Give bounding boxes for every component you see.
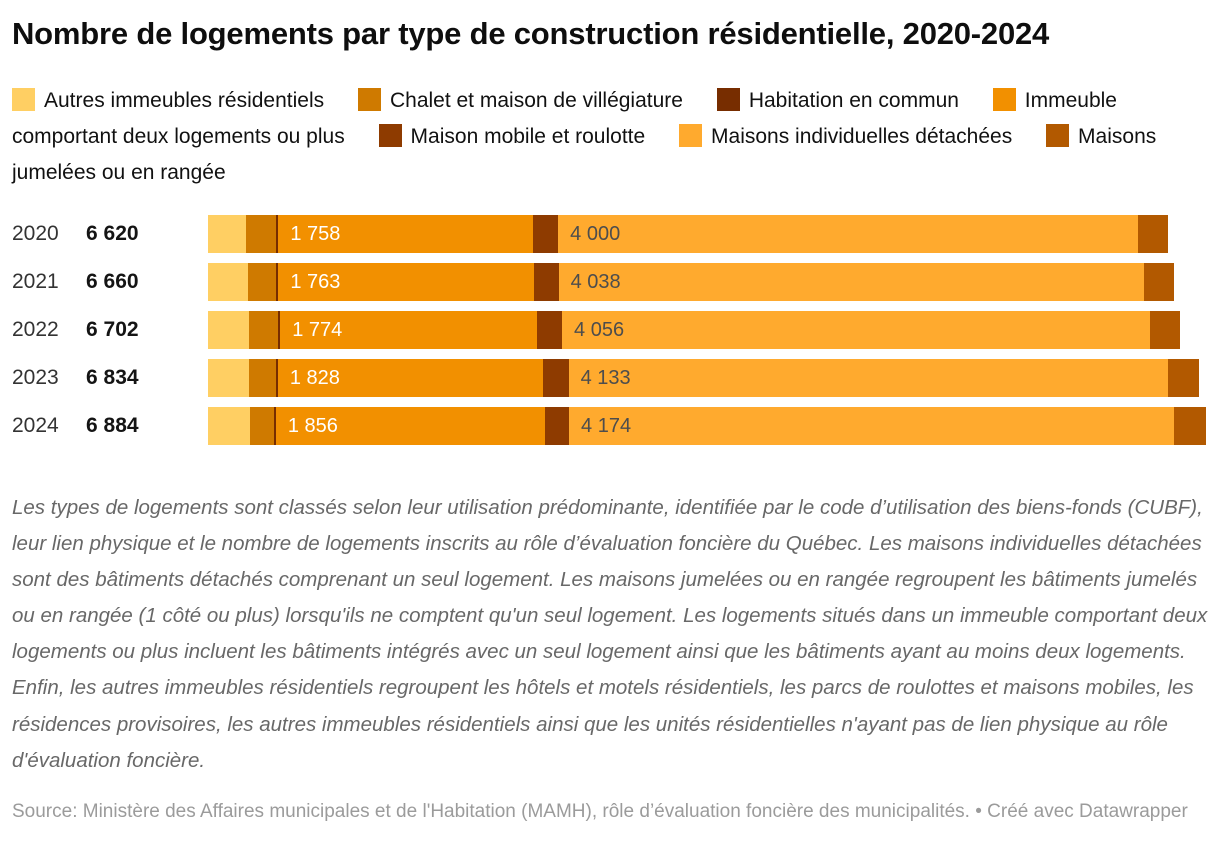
source-attribution: Source: Ministère des Affaires municipal… bbox=[12, 801, 1188, 823]
bar-segment bbox=[249, 359, 276, 398]
bar-track: 1 758 4 000 bbox=[208, 215, 1208, 254]
bar-segment bbox=[249, 407, 275, 446]
stacked-bar: 1 763 4 038 bbox=[208, 263, 1208, 302]
bar-segment: 1 763 bbox=[278, 263, 534, 302]
legend-swatch-icon bbox=[357, 88, 381, 112]
bar-segment bbox=[542, 359, 569, 398]
bar-segment: 1 758 bbox=[278, 215, 534, 254]
bar-segment bbox=[1167, 359, 1199, 398]
bar-track: 1 763 4 038 bbox=[208, 263, 1208, 302]
segment-value-label: 1 763 bbox=[290, 270, 341, 293]
bar-segment bbox=[249, 311, 279, 350]
bar-segment: 1 828 bbox=[277, 359, 543, 398]
legend-swatch-icon bbox=[12, 88, 35, 112]
bar-segment bbox=[275, 359, 278, 398]
legend-item-2: Chalet et maison de villégiature bbox=[357, 88, 683, 113]
legend-swatch-icon bbox=[992, 88, 1016, 112]
bar-segment bbox=[274, 407, 276, 446]
chart-row-2021: 2021 6 660 1 763 4 038 bbox=[12, 263, 1208, 302]
bar-segment bbox=[278, 311, 281, 350]
legend-item-6: Maisons individuelles détachées bbox=[679, 124, 1013, 149]
segment-value-label: 1 856 bbox=[287, 414, 338, 437]
total-label: 6 620 bbox=[86, 222, 139, 246]
bar-segment bbox=[208, 215, 247, 254]
total-label: 6 884 bbox=[86, 414, 139, 438]
legend-label: Maisons jumelées ou en rangée bbox=[12, 125, 1157, 185]
segment-value-label: 4 133 bbox=[580, 366, 631, 389]
stacked-bar: 1 774 4 056 bbox=[208, 311, 1208, 350]
total-label: 6 702 bbox=[86, 318, 139, 342]
bar-segment: 1 856 bbox=[275, 407, 545, 446]
total-label: 6 660 bbox=[86, 270, 139, 294]
chart-notes: Les types de logements sont classés selo… bbox=[12, 496, 1208, 772]
legend-swatch-icon bbox=[716, 88, 740, 112]
bar-segment: 4 038 bbox=[558, 263, 1145, 302]
segment-value-label: 1 774 bbox=[292, 318, 343, 341]
bar-segment bbox=[1144, 263, 1174, 302]
bar-track: 1 856 4 174 bbox=[208, 407, 1208, 446]
segment-value-label: 4 056 bbox=[574, 318, 625, 341]
bar-segment: 4 133 bbox=[568, 359, 1168, 398]
year-label: 2021 bbox=[12, 270, 59, 294]
segment-value-label: 4 000 bbox=[570, 222, 621, 245]
bar-segment bbox=[247, 263, 277, 302]
chart-row-2022: 2022 6 702 1 774 4 056 bbox=[12, 311, 1208, 350]
bar-segment bbox=[533, 215, 559, 254]
legend-item-4: Immeuble comportant deux logements ou pl… bbox=[12, 88, 1117, 149]
segment-value-label: 1 758 bbox=[290, 222, 341, 245]
stacked-bar: 1 758 4 000 bbox=[208, 215, 1208, 254]
bar-segment bbox=[208, 407, 250, 446]
legend: Autres immeubles résidentiels Chalet et … bbox=[12, 83, 1172, 191]
chart-row-2020: 2020 6 620 1 758 4 000 bbox=[12, 215, 1208, 254]
bar-segment: 4 000 bbox=[558, 215, 1139, 254]
segment-value-label: 4 038 bbox=[570, 270, 621, 293]
legend-label: Chalet et maison de villégiature bbox=[389, 89, 683, 113]
bar-track: 1 828 4 133 bbox=[208, 359, 1208, 398]
legend-item-3: Habitation en commun bbox=[716, 88, 959, 113]
bar-segment bbox=[208, 311, 250, 350]
bar-track: 1 774 4 056 bbox=[208, 311, 1208, 350]
year-label: 2022 bbox=[12, 318, 59, 342]
chart-title: Nombre de logements par type de construc… bbox=[12, 16, 1050, 51]
bar-segment bbox=[1150, 311, 1180, 350]
bar-segment bbox=[208, 263, 248, 302]
legend-label: Maison mobile et roulotte bbox=[410, 125, 646, 149]
legend-item-1: Autres immeubles résidentiels bbox=[12, 88, 325, 113]
bar-segment bbox=[1138, 215, 1168, 254]
legend-label: Autres immeubles résidentiels bbox=[44, 89, 325, 113]
legend-item-5: Maison mobile et roulotte bbox=[378, 124, 646, 149]
legend-swatch-icon bbox=[1046, 124, 1070, 148]
stacked-bar: 1 856 4 174 bbox=[208, 407, 1208, 446]
legend-label: Maisons individuelles détachées bbox=[711, 125, 1013, 149]
bar-segment: 1 774 bbox=[280, 311, 538, 350]
year-label: 2020 bbox=[12, 222, 59, 246]
year-label: 2024 bbox=[12, 414, 59, 438]
bar-segment bbox=[246, 215, 277, 254]
year-label: 2023 bbox=[12, 366, 59, 390]
chart-row-2024: 2024 6 884 1 856 4 174 bbox=[12, 407, 1208, 446]
bar-segment bbox=[276, 215, 279, 254]
bar-segment bbox=[276, 263, 279, 302]
bar-segment bbox=[208, 359, 250, 398]
legend-label: Immeuble comportant deux logements ou pl… bbox=[12, 89, 1117, 149]
legend-swatch-icon bbox=[378, 124, 402, 148]
segment-value-label: 4 174 bbox=[581, 414, 632, 437]
chart-row-2023: 2023 6 834 1 828 4 133 bbox=[12, 359, 1208, 398]
legend-swatch-icon bbox=[679, 124, 703, 148]
bar-segment bbox=[537, 311, 563, 350]
bar-segment bbox=[544, 407, 570, 446]
bar-segment: 4 174 bbox=[569, 407, 1175, 446]
legend-label: Habitation en commun bbox=[748, 89, 959, 113]
chart-rows: 2020 6 620 1 758 4 000 2021 6 660 1 763 4 038 20… bbox=[12, 215, 1208, 446]
legend-item-7: Maisons jumelées ou en rangée bbox=[12, 124, 1157, 185]
stacked-bar: 1 828 4 133 bbox=[208, 359, 1208, 398]
total-label: 6 834 bbox=[86, 366, 139, 390]
bar-segment bbox=[533, 263, 559, 302]
bar-segment bbox=[1174, 407, 1207, 446]
bar-segment: 4 056 bbox=[562, 311, 1151, 350]
segment-value-label: 1 828 bbox=[289, 366, 340, 389]
